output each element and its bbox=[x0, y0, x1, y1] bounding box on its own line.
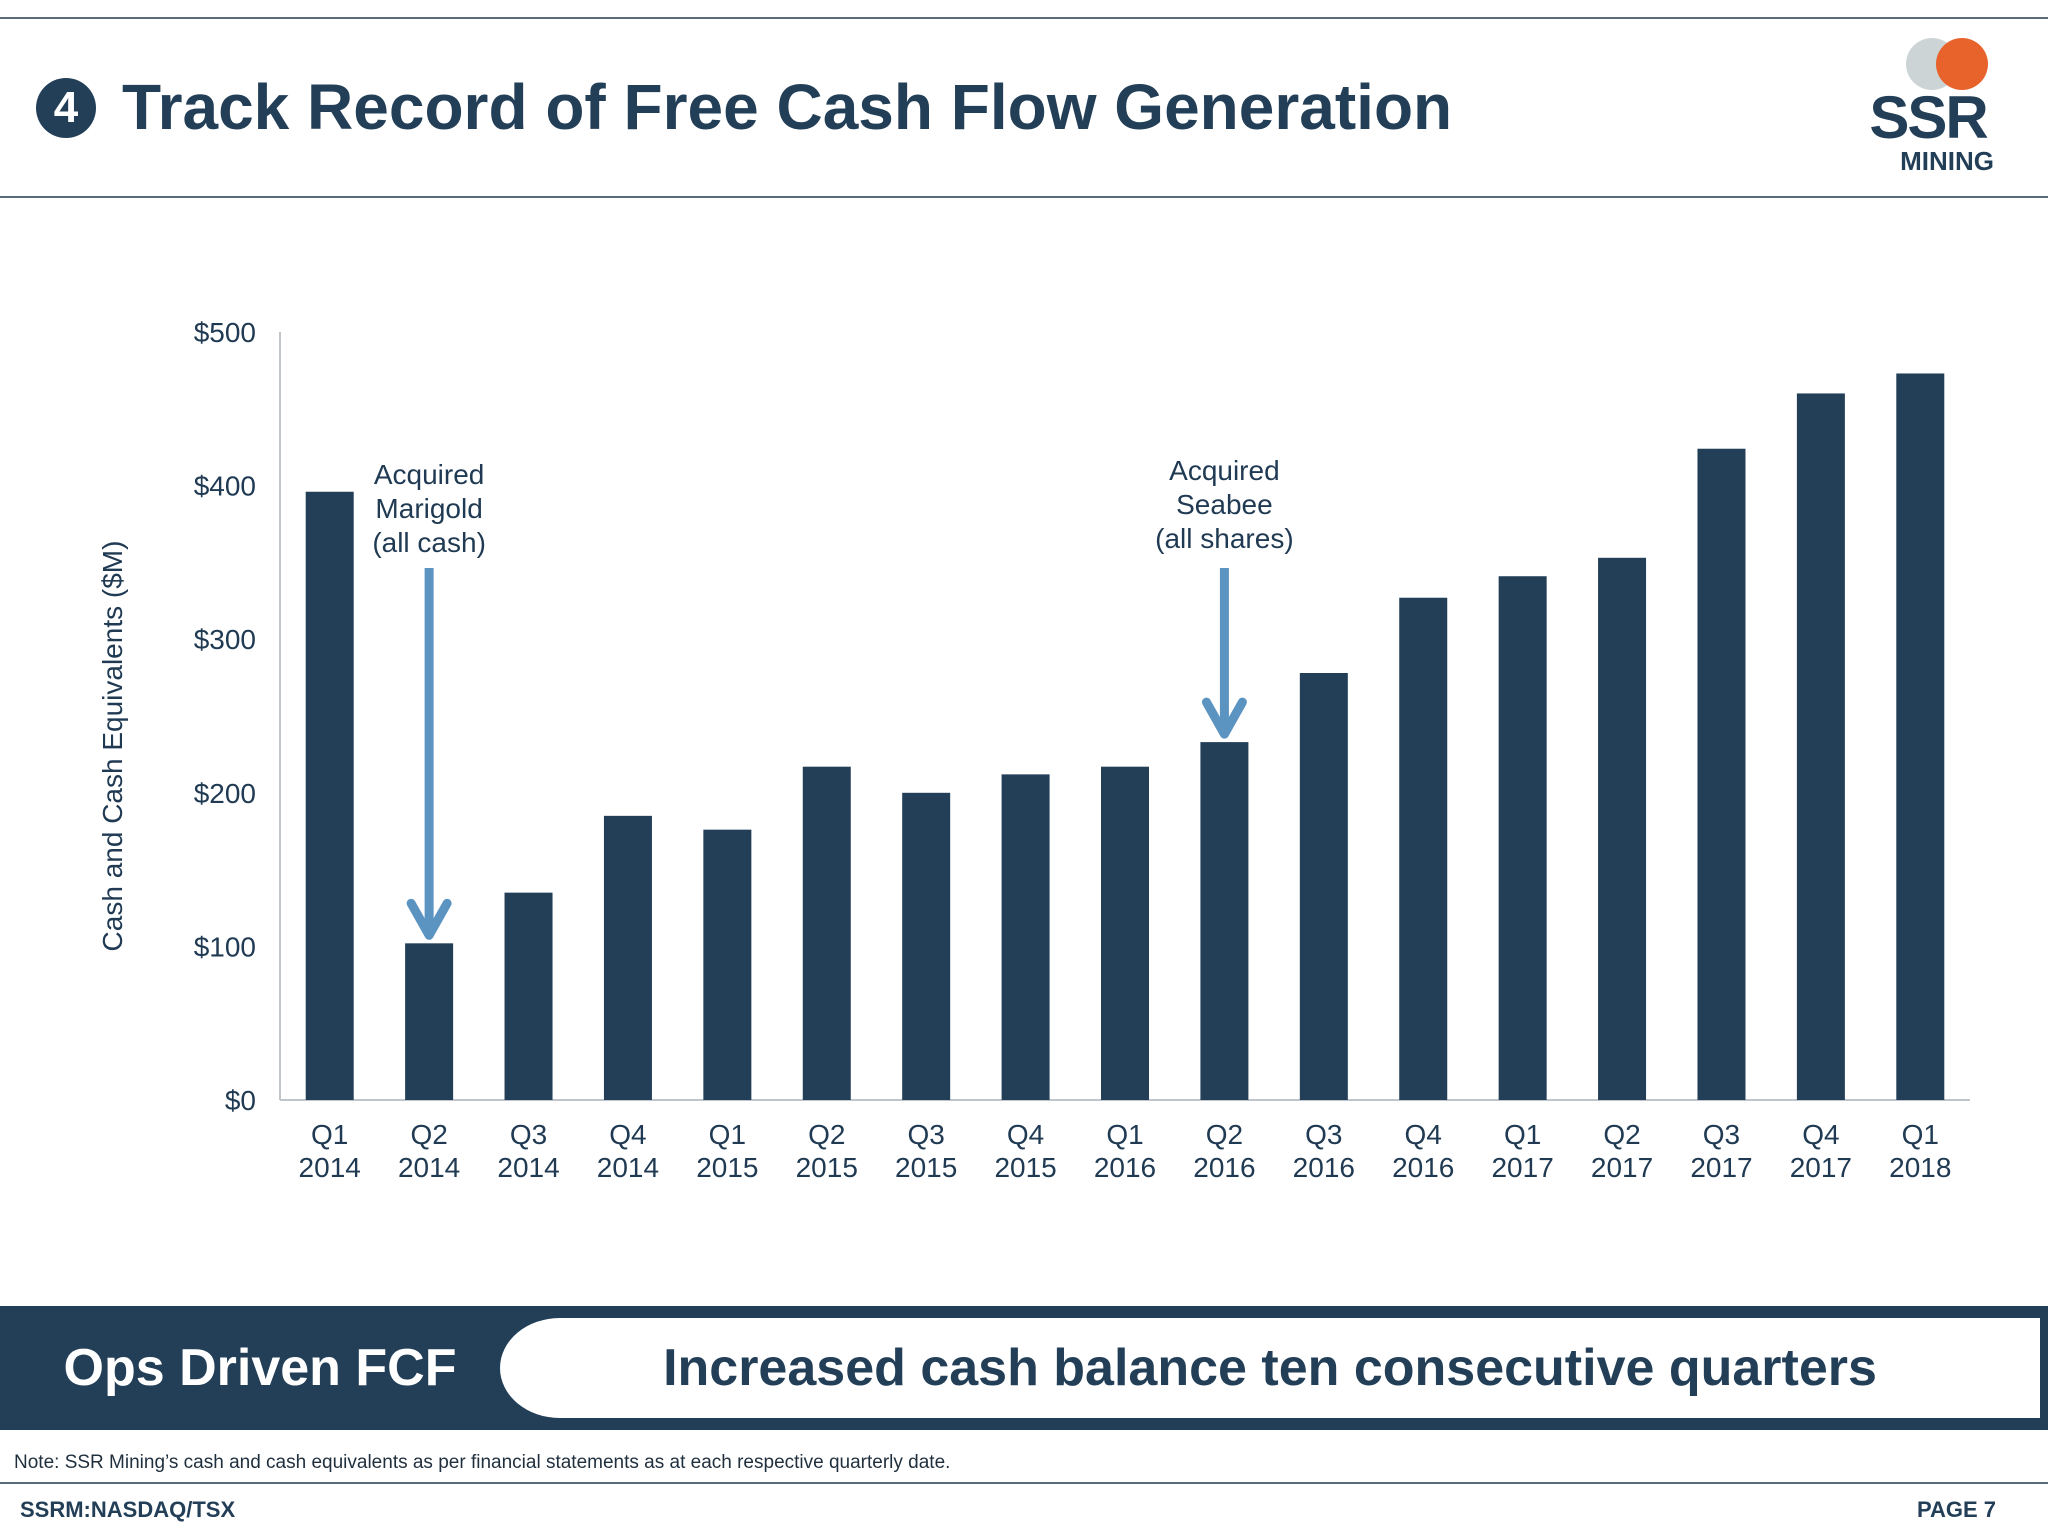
annotation-arrow-head bbox=[406, 898, 452, 940]
bar bbox=[504, 892, 553, 1100]
x-tick-label-year: 2017 bbox=[1491, 1152, 1553, 1183]
footer-ticker: SSRM:NASDAQ/TSX bbox=[20, 1497, 236, 1522]
cash-balance-bar-chart: $0 $100 $200 $300 $400 $500 Cash and Cash Equi… bbox=[97, 317, 1970, 1183]
bar bbox=[305, 491, 354, 1100]
section-number-badge: 4 bbox=[36, 78, 96, 138]
annotation-text: Marigold bbox=[375, 493, 482, 524]
x-tick-label-quarter: Q2 bbox=[808, 1119, 845, 1150]
x-tick-label-quarter: Q3 bbox=[1305, 1119, 1342, 1150]
y-tick-label: $100 bbox=[194, 931, 256, 962]
annotation-text: Seabee bbox=[1176, 489, 1273, 520]
header-divider bbox=[0, 196, 2048, 198]
annotation-text: (all cash) bbox=[372, 527, 486, 558]
logo-text-mining: MINING bbox=[1900, 146, 1994, 176]
y-tick-label: $400 bbox=[194, 471, 256, 502]
x-tick-label-quarter: Q3 bbox=[907, 1119, 944, 1150]
page-title: Track Record of Free Cash Flow Generatio… bbox=[122, 71, 1453, 143]
y-tick-label: $200 bbox=[194, 778, 256, 809]
bar bbox=[1697, 448, 1746, 1101]
annotation-text: Acquired bbox=[374, 459, 485, 490]
x-tick-label-year: 2014 bbox=[597, 1152, 659, 1183]
annotation-text: Acquired bbox=[1169, 455, 1280, 486]
footnote: Note: SSR Mining’s cash and cash equival… bbox=[14, 1452, 951, 1473]
annotation-text: (all shares) bbox=[1155, 523, 1293, 554]
x-tick-label-year: 2015 bbox=[696, 1152, 758, 1183]
x-tick-label-quarter: Q2 bbox=[1206, 1119, 1243, 1150]
bar bbox=[1299, 672, 1348, 1100]
logo-orange-circle bbox=[1936, 38, 1988, 90]
x-tick-label-quarter: Q1 bbox=[1106, 1119, 1143, 1150]
banner-label: Ops Driven FCF bbox=[63, 1339, 457, 1397]
x-tick-label-year: 2016 bbox=[1392, 1152, 1454, 1183]
x-tick-label-quarter: Q4 bbox=[1405, 1119, 1442, 1150]
x-tick-label-quarter: Q4 bbox=[1802, 1119, 1839, 1150]
bar bbox=[1200, 742, 1249, 1100]
y-tick-label: $300 bbox=[194, 624, 256, 655]
section-number: 4 bbox=[53, 83, 79, 132]
bar bbox=[1399, 597, 1448, 1100]
x-tick-label-quarter: Q1 bbox=[311, 1119, 348, 1150]
x-tick-label-year: 2017 bbox=[1690, 1152, 1752, 1183]
x-tick-label-quarter: Q4 bbox=[1007, 1119, 1044, 1150]
x-tick-label-quarter: Q3 bbox=[510, 1119, 547, 1150]
x-tick-label-year: 2016 bbox=[1193, 1152, 1255, 1183]
summary-banner-panel bbox=[500, 1318, 2040, 1418]
bar bbox=[802, 766, 851, 1100]
banner-message: Increased cash balance ten consecutive q… bbox=[663, 1339, 1877, 1397]
y-axis-title: Cash and Cash Equivalents ($M) bbox=[97, 541, 128, 952]
x-tick-label-year: 2014 bbox=[299, 1152, 361, 1183]
x-tick-label-year: 2016 bbox=[1293, 1152, 1355, 1183]
x-tick-label-year: 2014 bbox=[398, 1152, 460, 1183]
bar bbox=[703, 829, 752, 1100]
x-tick-label-quarter: Q2 bbox=[410, 1119, 447, 1150]
x-tick-label-year: 2015 bbox=[895, 1152, 957, 1183]
bar bbox=[902, 792, 951, 1100]
bar bbox=[405, 943, 454, 1100]
x-tick-label-quarter: Q2 bbox=[1603, 1119, 1640, 1150]
bar bbox=[1101, 766, 1149, 1100]
footer-page-number: PAGE 7 bbox=[1916, 1497, 1996, 1522]
bar bbox=[1796, 393, 1845, 1100]
x-tick-label-year: 2015 bbox=[796, 1152, 858, 1183]
ssr-mining-logo: SSR MINING bbox=[1858, 36, 1998, 181]
x-tick-label-year: 2017 bbox=[1790, 1152, 1852, 1183]
footer-divider bbox=[0, 1482, 2048, 1484]
bar bbox=[1001, 774, 1050, 1100]
x-tick-label-year: 2018 bbox=[1889, 1152, 1951, 1183]
x-tick-label-year: 2016 bbox=[1094, 1152, 1156, 1183]
bar bbox=[603, 815, 652, 1100]
x-tick-label-quarter: Q1 bbox=[1902, 1119, 1939, 1150]
bar bbox=[1896, 373, 1945, 1100]
x-tick-label-year: 2014 bbox=[497, 1152, 559, 1183]
y-tick-label: $0 bbox=[225, 1085, 256, 1116]
logo-text-ssr: SSR bbox=[1869, 84, 1988, 151]
annotation-arrow-head bbox=[1201, 697, 1247, 739]
x-tick-label-quarter: Q1 bbox=[1504, 1119, 1541, 1150]
x-tick-label-quarter: Q1 bbox=[709, 1119, 746, 1150]
x-tick-label-quarter: Q4 bbox=[609, 1119, 646, 1150]
x-tick-label-year: 2015 bbox=[994, 1152, 1056, 1183]
y-tick-label: $500 bbox=[194, 317, 256, 348]
bar bbox=[1498, 576, 1547, 1100]
bar bbox=[1598, 557, 1647, 1100]
x-tick-label-year: 2017 bbox=[1591, 1152, 1653, 1183]
top-divider bbox=[0, 17, 2048, 19]
x-tick-label-quarter: Q3 bbox=[1703, 1119, 1740, 1150]
